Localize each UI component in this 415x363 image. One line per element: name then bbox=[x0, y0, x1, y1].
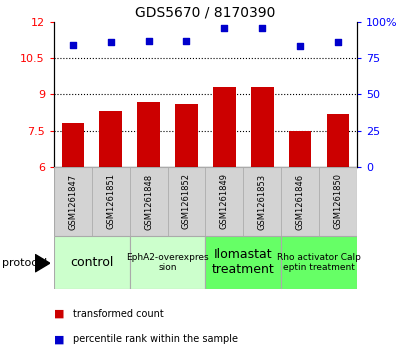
Bar bbox=[289, 131, 312, 167]
Text: GSM1261850: GSM1261850 bbox=[334, 174, 342, 229]
Text: percentile rank within the sample: percentile rank within the sample bbox=[73, 334, 238, 344]
Text: GSM1261847: GSM1261847 bbox=[68, 174, 77, 229]
Bar bbox=[54, 236, 129, 289]
Text: ■: ■ bbox=[54, 334, 64, 344]
Text: Rho activator Calp
eptin treatment: Rho activator Calp eptin treatment bbox=[277, 253, 361, 272]
Bar bbox=[327, 114, 349, 167]
Bar bbox=[129, 167, 168, 236]
Text: GSM1261848: GSM1261848 bbox=[144, 174, 153, 229]
Text: GSM1261853: GSM1261853 bbox=[258, 174, 267, 229]
Point bbox=[145, 38, 152, 44]
Title: GDS5670 / 8170390: GDS5670 / 8170390 bbox=[135, 5, 276, 19]
Bar bbox=[243, 167, 281, 236]
Text: GSM1261852: GSM1261852 bbox=[182, 174, 191, 229]
Bar bbox=[205, 167, 243, 236]
Text: EphA2-overexpres
sion: EphA2-overexpres sion bbox=[126, 253, 209, 272]
Bar bbox=[175, 104, 198, 167]
Point bbox=[107, 39, 114, 45]
Bar bbox=[61, 123, 84, 167]
Bar bbox=[92, 167, 129, 236]
Bar bbox=[251, 87, 273, 167]
Text: ■: ■ bbox=[54, 309, 64, 319]
Polygon shape bbox=[35, 254, 50, 272]
Bar bbox=[319, 167, 357, 236]
Text: GSM1261851: GSM1261851 bbox=[106, 174, 115, 229]
Bar bbox=[213, 87, 236, 167]
Point bbox=[259, 25, 266, 30]
Point bbox=[70, 42, 76, 48]
Point bbox=[297, 44, 303, 49]
Text: GSM1261846: GSM1261846 bbox=[295, 174, 305, 229]
Text: protocol: protocol bbox=[2, 258, 47, 268]
Text: transformed count: transformed count bbox=[73, 309, 164, 319]
Text: control: control bbox=[70, 256, 114, 269]
Bar bbox=[281, 167, 319, 236]
Bar bbox=[137, 102, 160, 167]
Point bbox=[334, 39, 341, 45]
Point bbox=[183, 38, 190, 44]
Bar bbox=[100, 111, 122, 167]
Bar bbox=[168, 167, 205, 236]
Bar bbox=[129, 236, 205, 289]
Bar bbox=[54, 167, 92, 236]
Point bbox=[221, 25, 228, 30]
Bar bbox=[281, 236, 357, 289]
Bar bbox=[205, 236, 281, 289]
Text: GSM1261849: GSM1261849 bbox=[220, 174, 229, 229]
Text: Ilomastat
treatment: Ilomastat treatment bbox=[212, 248, 275, 276]
